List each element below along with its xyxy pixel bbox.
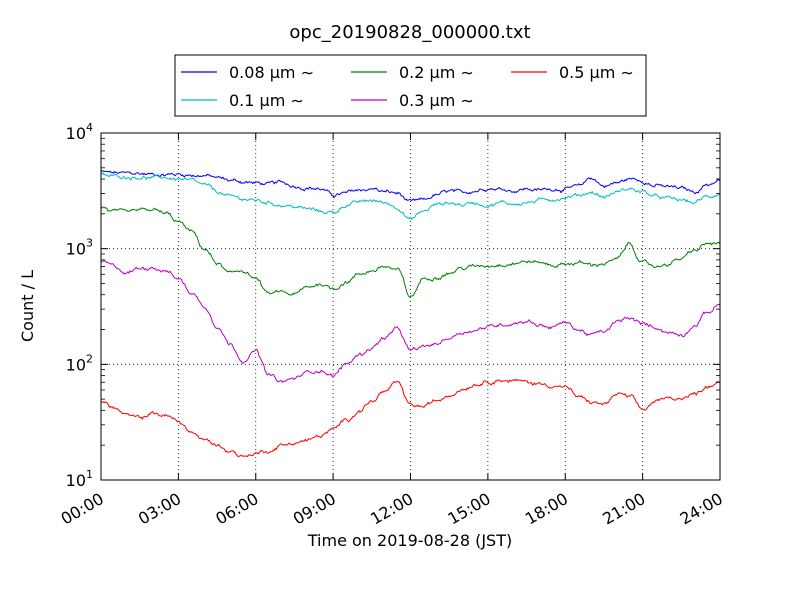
chart-title: opc_20190828_000000.txt — [289, 22, 530, 43]
x-tick-label: 03:00 — [135, 489, 184, 529]
legend-label: 0.08 μm ∼ — [229, 63, 314, 82]
axis-ticks — [100, 132, 721, 481]
series-line-0-2 — [101, 206, 720, 298]
x-tick-label: 12:00 — [367, 489, 416, 529]
x-tick-label: 18:00 — [522, 489, 571, 529]
y-tick-base: 10 — [66, 240, 86, 259]
x-tick-label: 15:00 — [444, 489, 493, 529]
series-line-0-1 — [101, 172, 720, 220]
y-tick-base: 10 — [66, 355, 86, 374]
y-axis-label: Count / L — [18, 270, 37, 342]
x-tick-label: 06:00 — [212, 489, 261, 529]
x-tick-label: 24:00 — [677, 489, 726, 529]
series-line-0-08 — [101, 170, 720, 202]
legend-frame — [174, 54, 647, 117]
y-tick-label: 102 — [66, 352, 93, 374]
series-layer — [101, 170, 720, 458]
y-tick-exponent: 4 — [86, 121, 93, 134]
x-tick-label: 21:00 — [599, 489, 648, 529]
legend: 0.08 μm ∼ 0.1 μm ∼ 0.2 μm ∼ 0.3 μm ∼ 0.5 μm … — [174, 54, 647, 117]
legend-label: 0.3 μm ∼ — [399, 91, 474, 110]
legend-label: 0.2 μm ∼ — [399, 63, 474, 82]
legend-label: 0.5 μm ∼ — [559, 63, 634, 82]
y-tick-label: 101 — [66, 468, 93, 490]
x-tick-label: 00:00 — [58, 489, 107, 529]
y-tick-label: 104 — [66, 121, 93, 143]
y-tick-base: 10 — [66, 471, 86, 490]
y-tick-label: 103 — [66, 237, 93, 259]
y-tick-exponent: 2 — [86, 352, 93, 365]
series-line-0-5 — [101, 378, 720, 458]
x-tick-labels: 00:00 03:00 06:00 09:00 12:00 15:00 18:00 21:00… — [58, 489, 726, 529]
plot-area — [101, 133, 720, 480]
series-line-0-3 — [101, 260, 720, 383]
y-tick-exponent: 3 — [86, 237, 93, 250]
legend-label: 0.1 μm ∼ — [229, 91, 304, 110]
y-tick-exponent: 1 — [86, 468, 93, 481]
x-axis-label: Time on 2019-08-28 (JST) — [307, 531, 512, 550]
x-tick-label: 09:00 — [290, 489, 339, 529]
y-tick-base: 10 — [66, 124, 86, 143]
